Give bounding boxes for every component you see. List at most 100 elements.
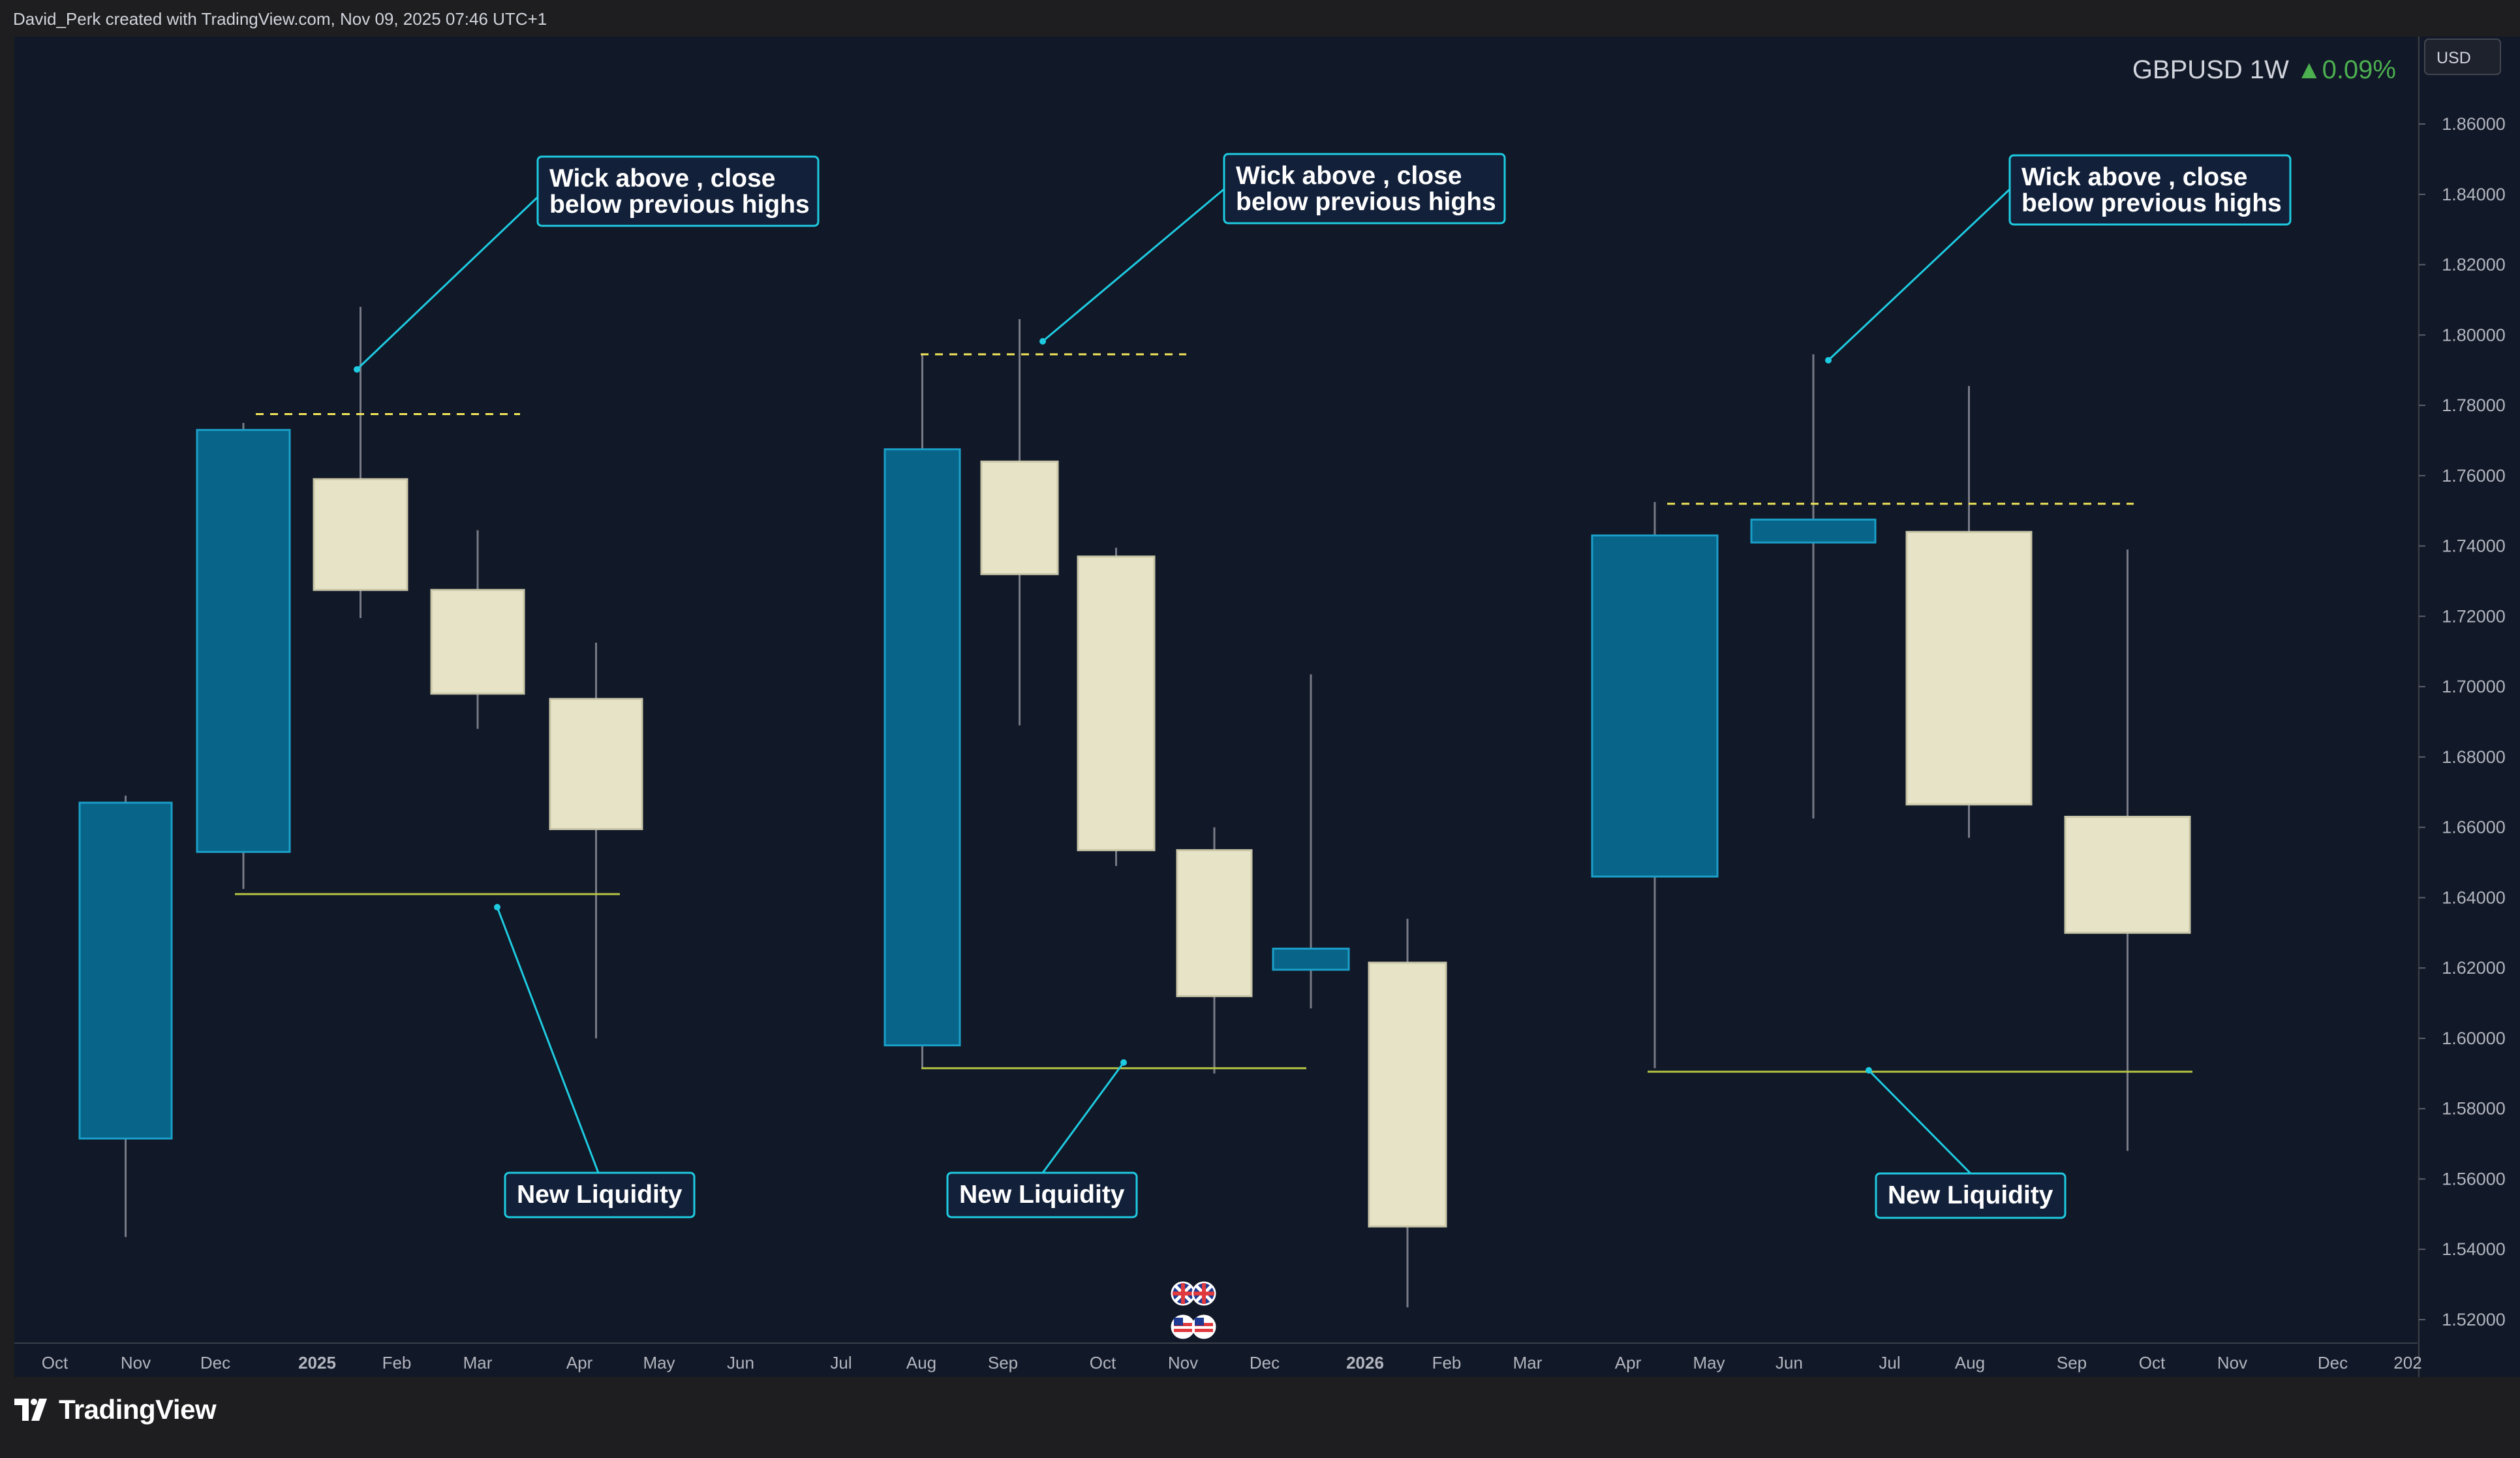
x-tick-label: Sep — [988, 1353, 1018, 1373]
y-tick-label: 1.54000 — [2442, 1239, 2506, 1259]
x-tick-label: Nov — [121, 1353, 151, 1373]
liquidity-label: New Liquidity — [504, 1171, 696, 1218]
wick-label-box — [1223, 153, 1506, 225]
symbol-name: GBPUSD 1W — [2132, 55, 2296, 84]
y-tick-label: 1.64000 — [2442, 888, 2506, 907]
candle-body — [1368, 961, 1447, 1228]
wick-label-text: Wick above , close — [1236, 162, 1462, 190]
liquidity-callout-connector — [1041, 1062, 1125, 1173]
candle — [313, 307, 408, 619]
uk-flag-icon — [1191, 1281, 1216, 1306]
currency-button-bg — [2424, 39, 2501, 75]
candle — [78, 796, 173, 1237]
candle — [1176, 827, 1253, 1074]
candle — [2064, 549, 2191, 1151]
currency-button[interactable]: USD — [2424, 39, 2501, 75]
liquidity-callout-anchor-dot — [494, 904, 500, 910]
x-tick-label: Aug — [1955, 1353, 1985, 1373]
liquidity-label: New Liquidity — [946, 1171, 1138, 1218]
x-tick-label: Oct — [42, 1353, 69, 1373]
plot-area — [14, 37, 2418, 1343]
candlestick-chart[interactable]: 1.86000 1.84000 1.82000 1.80000 1.78000 1.760… — [0, 0, 2520, 1377]
candle-body — [1591, 534, 1719, 878]
candle — [1750, 354, 1877, 819]
liquidity-label-text: New Liquidity — [959, 1181, 1125, 1209]
candle-body — [1750, 518, 1877, 544]
y-tick-label: 1.66000 — [2442, 818, 2506, 837]
x-tick-label: Jul — [1879, 1353, 1900, 1373]
wick-label-box — [536, 155, 820, 227]
wick-callout-anchor-dot — [1825, 357, 1832, 364]
y-tick-label: 1.56000 — [2442, 1169, 2506, 1188]
attribution-bar: David_Perk created with TradingView.com,… — [0, 0, 2520, 38]
candle — [1077, 548, 1156, 866]
tradingview-logo[interactable]: TradingView — [14, 1394, 217, 1425]
x-tick-label: Nov — [1168, 1353, 1198, 1373]
liquidity-callout-connector — [496, 907, 600, 1173]
wick-label-text: below previous highs — [549, 191, 810, 219]
x-tick-label: May — [643, 1353, 675, 1373]
x-tick-label: Mar — [1513, 1353, 1543, 1373]
x-tick-label: Feb — [382, 1353, 412, 1373]
y-tick-label: 1.60000 — [2442, 1029, 2506, 1048]
x-tick-label: Jul — [830, 1353, 852, 1373]
wick-callout-connector — [356, 194, 540, 371]
candle-body — [2064, 815, 2191, 934]
candle — [980, 319, 1059, 726]
x-tick-label: Oct — [1090, 1353, 1116, 1373]
liquidity-callout-anchor-dot — [1120, 1059, 1127, 1066]
x-tick-label: Dec — [2318, 1353, 2348, 1373]
candle-body — [78, 801, 173, 1140]
wick-label-text: Wick above , close — [2021, 163, 2247, 191]
liquidity-label-box — [504, 1171, 696, 1218]
footer-bar: TradingView — [0, 1377, 2520, 1458]
symbol-header: GBPUSD 1W ▲0.09% — [2132, 55, 2396, 84]
wick-callout-connector — [1827, 188, 2011, 362]
x-tick-label: Feb — [1432, 1353, 1462, 1373]
liquidity-label-text: New Liquidity — [1888, 1181, 2053, 1209]
flag-canton — [1195, 1318, 1204, 1326]
candle — [1905, 386, 2033, 838]
x-tick-label: Apr — [566, 1353, 593, 1373]
y-tick-label: 1.76000 — [2442, 466, 2506, 486]
x-tick-label: May — [1693, 1353, 1725, 1373]
x-tick-label: Aug — [906, 1353, 936, 1373]
x-tick-label: Sep — [2057, 1353, 2087, 1373]
candle-body — [430, 589, 525, 695]
y-tick-label: 1.68000 — [2442, 747, 2506, 767]
candle-body — [884, 448, 961, 1047]
y-tick-label: 1.84000 — [2442, 185, 2506, 204]
flag-stripe — [1195, 1329, 1213, 1332]
wick-label-box — [2008, 154, 2292, 226]
y-tick-label: 1.74000 — [2442, 536, 2506, 556]
liquidity-label-box — [1875, 1172, 2067, 1219]
y-tick-label: 1.86000 — [2442, 114, 2506, 134]
candle-body — [549, 698, 643, 830]
candle-body — [1272, 948, 1350, 971]
y-tick-label: 1.62000 — [2442, 958, 2506, 978]
candle-body — [1905, 531, 2033, 806]
candle — [549, 642, 643, 1038]
attribution-text: David_Perk created with TradingView.com,… — [13, 9, 547, 29]
candle — [1368, 918, 1447, 1308]
x-tick-label: Apr — [1615, 1353, 1642, 1373]
y-tick-label: 1.78000 — [2442, 396, 2506, 415]
candle-body — [1077, 555, 1156, 852]
wick-callout-anchor-dot — [354, 366, 360, 373]
symbol-change: ▲0.09% — [2296, 55, 2396, 84]
candle — [884, 354, 961, 1068]
tradingview-logo-text: TradingView — [59, 1394, 217, 1425]
candle — [430, 530, 525, 729]
liquidity-callout-anchor-dot — [1866, 1067, 1872, 1074]
liquidity-callout-connector — [1867, 1069, 1972, 1175]
x-tick-label: Nov — [2217, 1353, 2247, 1373]
candle-body — [1176, 849, 1253, 997]
x-tick-label: 202 — [2393, 1353, 2421, 1373]
candle — [1591, 502, 1719, 1068]
liquidity-label: New Liquidity — [1875, 1172, 2067, 1219]
time-axis-area — [14, 1343, 2418, 1377]
candle-body — [196, 429, 291, 853]
candle — [1272, 674, 1350, 1009]
